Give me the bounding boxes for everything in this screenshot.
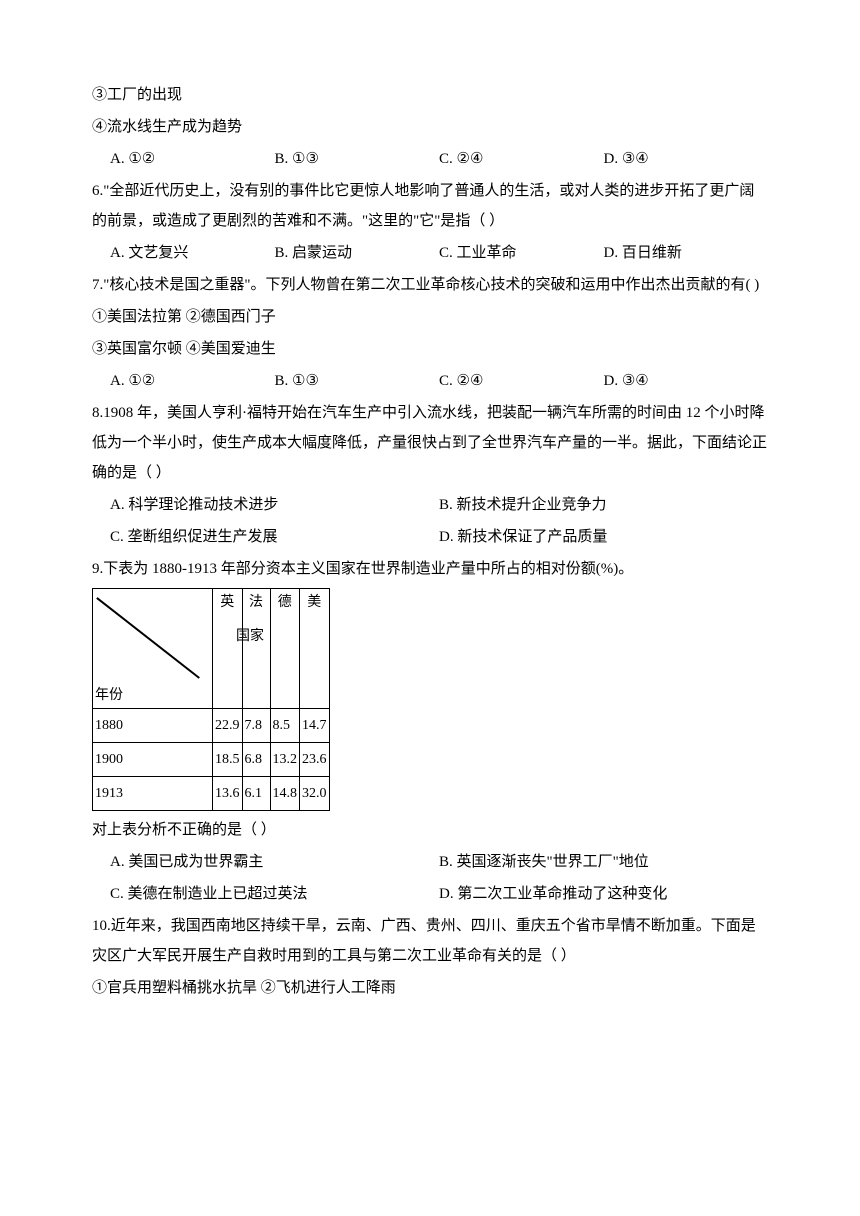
option-c[interactable]: C. 垄断组织促进生产发展 (92, 522, 439, 552)
option-a[interactable]: A. 美国已成为世界霸主 (92, 847, 439, 877)
option-b[interactable]: B. 启蒙运动 (275, 238, 440, 268)
table-cell: 14.8 (270, 777, 300, 811)
table-header: 德 (270, 589, 300, 709)
q9-options-row2: C. 美德在制造业上已超过英法 D. 第二次工业革命推动了这种变化 (92, 879, 768, 909)
q7-line1: ①美国法拉第 ②德国西门子 (92, 302, 768, 332)
table-cell: 1913 (93, 777, 213, 811)
table-cell: 1880 (93, 709, 213, 743)
option-d[interactable]: D. ③④ (604, 144, 769, 174)
q8-options-row1: A. 科学理论推动技术进步 B. 新技术提升企业竞争力 (92, 490, 768, 520)
q7-stem: 7."核心技术是国之重器"。下列人物曾在第二次工业革命核心技术的突破和运用中作出… (92, 270, 768, 300)
option-a[interactable]: A. 科学理论推动技术进步 (92, 490, 439, 520)
table-cell: 8.5 (270, 709, 300, 743)
option-d[interactable]: D. 第二次工业革命推动了这种变化 (439, 879, 768, 909)
option-d[interactable]: D. 百日维新 (604, 238, 769, 268)
q7-line2: ③英国富尔顿 ④美国爱迪生 (92, 334, 768, 364)
table-cell: 13.6 (213, 777, 243, 811)
table-cell: 22.9 (213, 709, 243, 743)
q9-stem: 9.下表为 1880-1913 年部分资本主义国家在世界制造业产量中所占的相对份… (92, 554, 768, 584)
q9-table: 国家 年份 英 法 德 美 1880 22.9 7.8 8.5 14.7 190… (92, 588, 330, 811)
option-b[interactable]: B. ①③ (275, 366, 440, 396)
option-a[interactable]: A. ①② (92, 144, 275, 174)
option-d[interactable]: D. ③④ (604, 366, 769, 396)
table-cell: 14.7 (300, 709, 330, 743)
table-cell: 1900 (93, 743, 213, 777)
diagonal-line-icon (97, 597, 200, 678)
table-cell: 18.5 (213, 743, 243, 777)
table-cell: 6.1 (242, 777, 270, 811)
q10-line1: ①官兵用塑料桶挑水抗旱 ②飞机进行人工降雨 (92, 973, 768, 1003)
option-c[interactable]: C. 工业革命 (439, 238, 604, 268)
table-year-label: 年份 (95, 686, 123, 706)
table-row: 1900 18.5 6.8 13.2 23.6 (93, 743, 330, 777)
option-a[interactable]: A. ①② (92, 366, 275, 396)
option-d[interactable]: D. 新技术保证了产品质量 (439, 522, 768, 552)
q8-options-row2: C. 垄断组织促进生产发展 D. 新技术保证了产品质量 (92, 522, 768, 552)
table-header: 美 (300, 589, 330, 709)
q5-options: A. ①② B. ①③ C. ②④ D. ③④ (92, 144, 768, 174)
q6-options: A. 文艺复兴 B. 启蒙运动 C. 工业革命 D. 百日维新 (92, 238, 768, 268)
table-row: 1880 22.9 7.8 8.5 14.7 (93, 709, 330, 743)
option-b[interactable]: B. 新技术提升企业竞争力 (439, 490, 768, 520)
option-c[interactable]: C. ②④ (439, 144, 604, 174)
table-cell: 13.2 (270, 743, 300, 777)
table-cell: 23.6 (300, 743, 330, 777)
q9-options-row1: A. 美国已成为世界霸主 B. 英国逐渐丧失"世界工厂"地位 (92, 847, 768, 877)
q9-after: 对上表分析不正确的是（ ） (92, 815, 768, 845)
option-a[interactable]: A. 文艺复兴 (92, 238, 275, 268)
table-cell: 6.8 (242, 743, 270, 777)
table-country-label: 国家 (236, 627, 264, 647)
table-corner-cell: 国家 年份 (93, 589, 213, 709)
table-header: 英 (213, 589, 243, 709)
table-cell: 32.0 (300, 777, 330, 811)
q7-options: A. ①② B. ①③ C. ②④ D. ③④ (92, 366, 768, 396)
table-cell: 7.8 (242, 709, 270, 743)
q8-stem: 8.1908 年，美国人亨利·福特开始在汽车生产中引入流水线，把装配一辆汽车所需… (92, 398, 768, 488)
statement-4: ④流水线生产成为趋势 (92, 112, 768, 142)
option-c[interactable]: C. 美德在制造业上已超过英法 (92, 879, 439, 909)
table-header: 法 (242, 589, 270, 709)
q10-stem: 10.近年来，我国西南地区持续干旱，云南、广西、贵州、四川、重庆五个省市旱情不断… (92, 911, 768, 971)
option-c[interactable]: C. ②④ (439, 366, 604, 396)
table-row: 1913 13.6 6.1 14.8 32.0 (93, 777, 330, 811)
q6-stem: 6."全部近代历史上，没有别的事件比它更惊人地影响了普通人的生活，或对人类的进步… (92, 176, 768, 236)
option-b[interactable]: B. ①③ (275, 144, 440, 174)
option-b[interactable]: B. 英国逐渐丧失"世界工厂"地位 (439, 847, 768, 877)
statement-3: ③工厂的出现 (92, 80, 768, 110)
